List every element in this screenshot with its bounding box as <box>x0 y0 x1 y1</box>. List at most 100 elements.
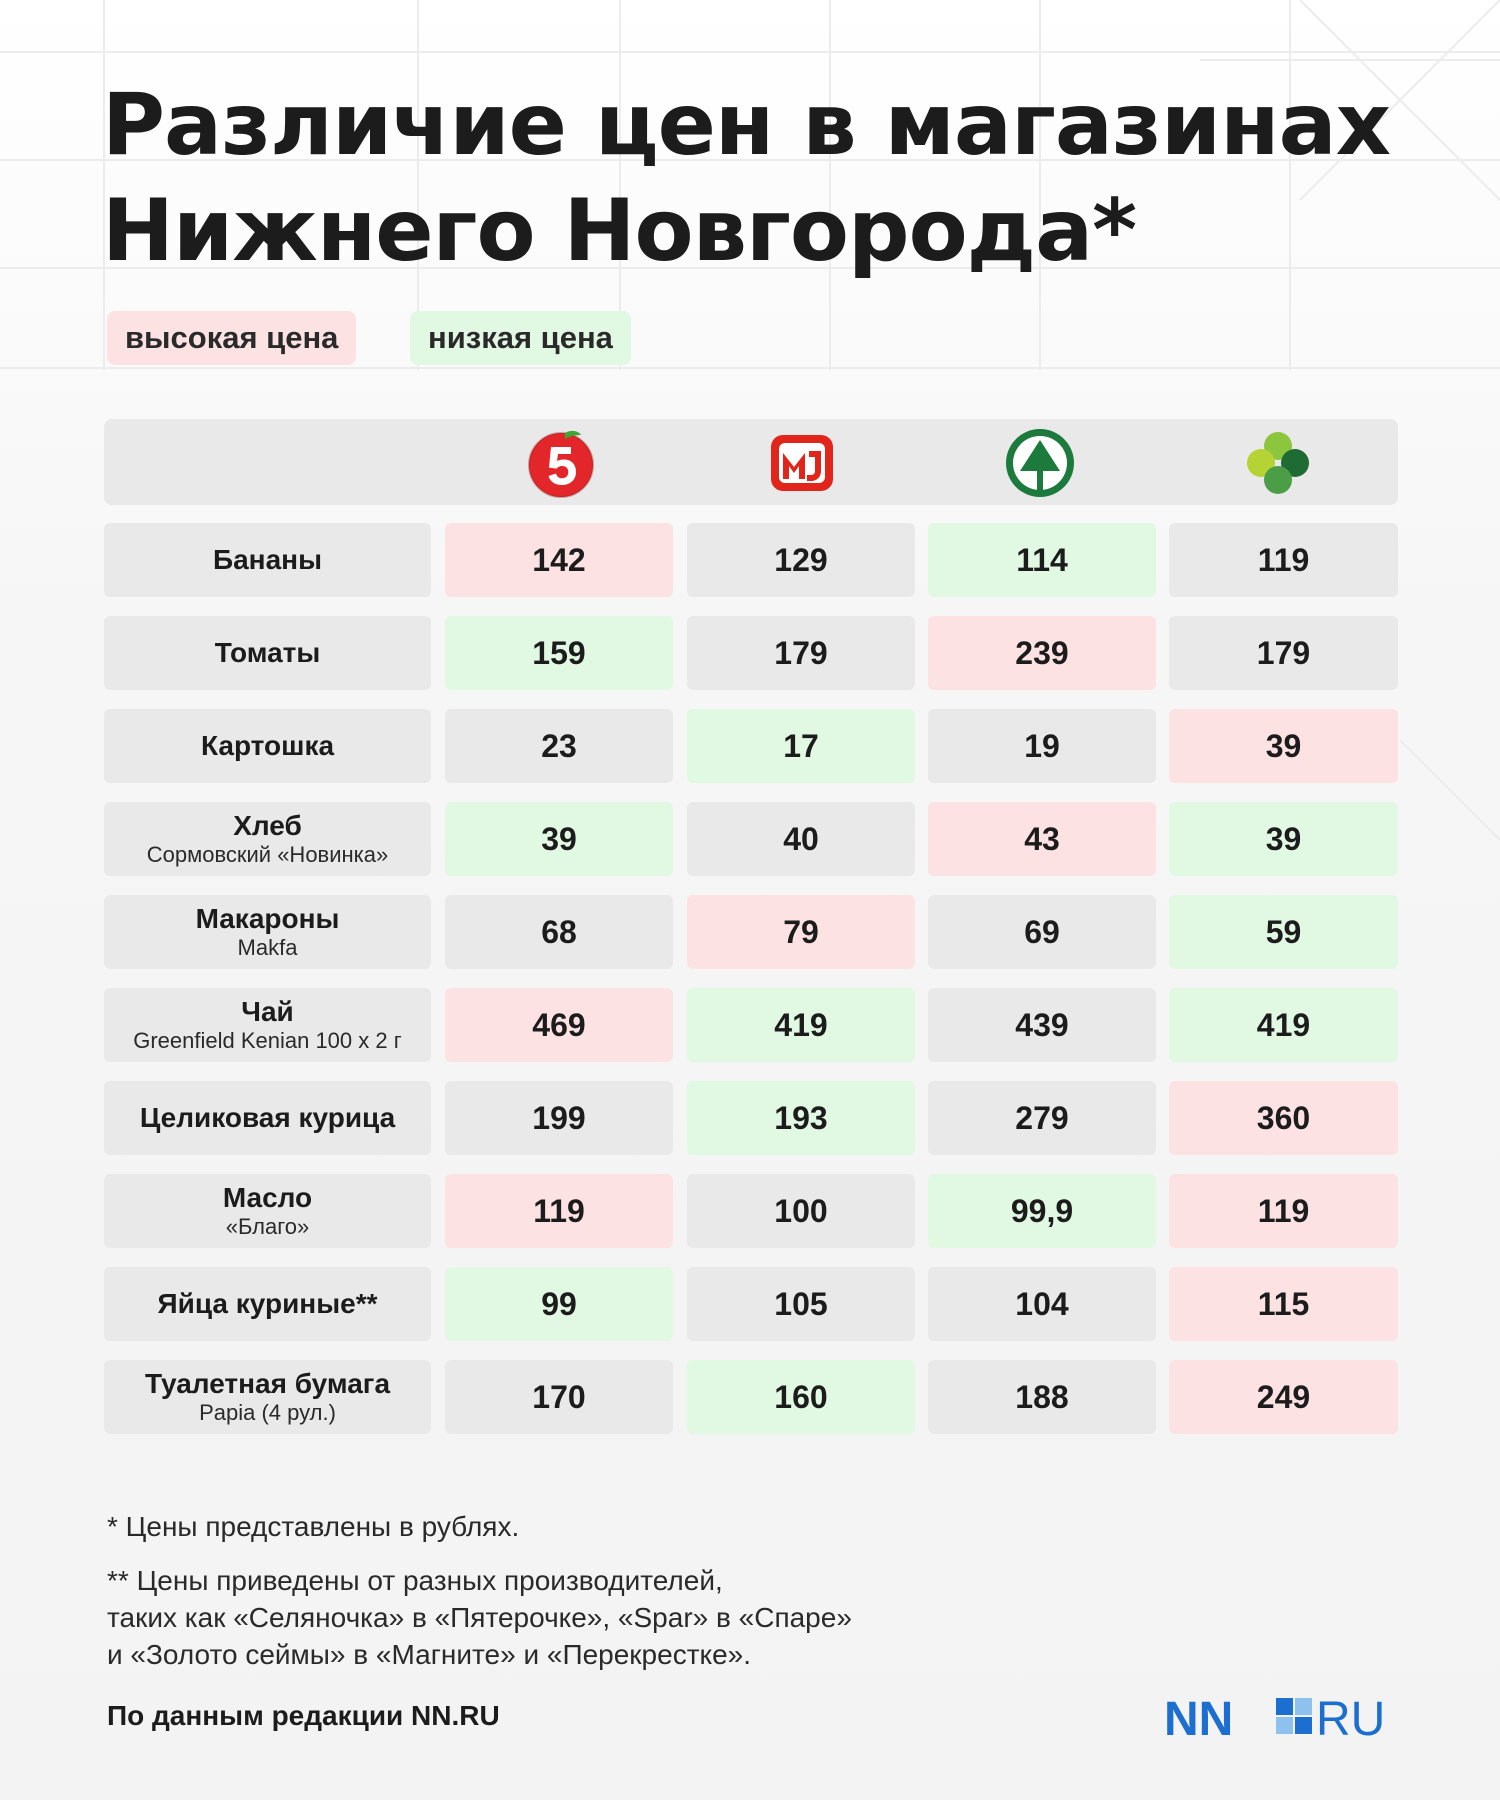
price-cell-perekrestok: 419 <box>1169 988 1398 1062</box>
nn-ru-logo-ru: RU <box>1316 1694 1385 1740</box>
table-row: Туалетная бумага Papia (4 рул.) 170 160 … <box>104 1360 1398 1434</box>
price-value: 79 <box>783 913 819 950</box>
nn-ru-logo: NN RU <box>1164 1694 1385 1740</box>
product-name: Картошка <box>200 730 335 761</box>
price-value: 39 <box>1265 820 1302 857</box>
price-cell-magnit: 79 <box>687 895 915 969</box>
table-row: Чай Greenfield Kenian 100 х 2 г 469 419 … <box>104 988 1398 1062</box>
product-name-cell: Чай Greenfield Kenian 100 х 2 г <box>104 988 431 1062</box>
price-value: 119 <box>533 1192 585 1229</box>
product-name-cell: Макароны Makfa <box>104 895 431 969</box>
table-row: Бананы 142 129 114 119 <box>104 523 1398 597</box>
price-value: 249 <box>1256 1378 1311 1415</box>
price-value: 142 <box>532 541 586 578</box>
price-cell-spar: 104 <box>928 1267 1156 1341</box>
price-value: 23 <box>541 727 577 764</box>
price-cell-perekrestok: 115 <box>1169 1267 1398 1341</box>
product-name: Бананы <box>212 544 322 575</box>
price-value: 419 <box>774 1006 828 1043</box>
product-name-cell: Яйца куриные** <box>104 1267 431 1341</box>
price-cell-magnit: 100 <box>687 1174 915 1248</box>
spar-logo-icon <box>1006 429 1074 497</box>
price-cell-perekrestok: 119 <box>1169 1174 1398 1248</box>
price-value: 419 <box>1256 1006 1311 1043</box>
price-value: 239 <box>1015 634 1069 671</box>
price-value: 129 <box>774 541 828 578</box>
source-credit: По данным редакции NN.RU <box>107 1700 500 1731</box>
price-value: 17 <box>783 727 819 764</box>
table-header-bar <box>104 419 1398 505</box>
table-row: Целиковая курица 199 193 279 360 <box>104 1081 1398 1155</box>
price-cell-magnit: 193 <box>687 1081 915 1155</box>
price-cell-magnit: 17 <box>687 709 915 783</box>
nn-ru-logo-square-icon <box>1276 1698 1312 1734</box>
price-value: 114 <box>1016 541 1068 578</box>
price-value: 40 <box>783 820 819 857</box>
product-name: Хлеб <box>233 810 302 841</box>
price-cell-spar: 188 <box>928 1360 1156 1434</box>
title-line-1: Различие цен в магазинах <box>102 75 1391 175</box>
product-name-cell: Хлеб Сормовский «Новинка» <box>104 802 431 876</box>
price-value: 279 <box>1015 1099 1069 1136</box>
price-cell-pyaterochka: 159 <box>445 616 673 690</box>
product-name: Целиковая курица <box>139 1102 396 1133</box>
perekrestok-logo-icon <box>1247 432 1309 494</box>
legend-high-price: высокая цена <box>107 311 357 365</box>
product-subtitle: Papia (4 рул.) <box>199 1400 336 1425</box>
price-value: 115 <box>1257 1285 1310 1322</box>
footnote-currency: * Цены представлены в рублях. <box>107 1511 520 1542</box>
price-cell-magnit: 40 <box>687 802 915 876</box>
title-line-2: Нижнего Новгорода* <box>102 181 1137 281</box>
table-row: Масло «Благо» 119 100 99,9 119 <box>104 1174 1398 1248</box>
product-name: Туалетная бумага <box>144 1368 391 1399</box>
price-value: 100 <box>774 1192 828 1229</box>
price-cell-pyaterochka: 119 <box>445 1174 673 1248</box>
price-cell-magnit: 179 <box>687 616 915 690</box>
price-cell-perekrestok: 179 <box>1169 616 1398 690</box>
price-value: 43 <box>1024 820 1060 857</box>
price-value: 179 <box>1256 634 1311 671</box>
price-cell-pyaterochka: 469 <box>445 988 673 1062</box>
price-cell-magnit: 160 <box>687 1360 915 1434</box>
price-value: 59 <box>1265 913 1302 950</box>
product-subtitle: «Благо» <box>225 1214 310 1239</box>
price-value: 188 <box>1015 1378 1069 1415</box>
price-value: 105 <box>774 1285 828 1322</box>
magnit-logo-icon <box>771 435 833 491</box>
price-cell-spar: 99,9 <box>928 1174 1156 1248</box>
price-cell-perekrestok: 59 <box>1169 895 1398 969</box>
price-value: 159 <box>532 634 586 671</box>
pyaterochka-logo-icon <box>528 430 594 498</box>
price-value: 104 <box>1015 1285 1069 1322</box>
price-cell-spar: 239 <box>928 616 1156 690</box>
table-row: Яйца куриные** 99 105 104 115 <box>104 1267 1398 1341</box>
product-name-cell: Бананы <box>104 523 431 597</box>
price-cell-pyaterochka: 199 <box>445 1081 673 1155</box>
footnote-producers-line-1: ** Цены приведены от разных производител… <box>107 1565 723 1596</box>
product-name: Макароны <box>195 903 340 934</box>
product-subtitle: Greenfield Kenian 100 х 2 г <box>133 1028 402 1053</box>
product-name-cell: Томаты <box>104 616 431 690</box>
price-value: 99 <box>541 1285 577 1322</box>
product-subtitle: Сормовский «Новинка» <box>146 842 389 867</box>
price-cell-perekrestok: 119 <box>1169 523 1398 597</box>
price-value: 69 <box>1024 913 1060 950</box>
price-value: 68 <box>541 913 577 950</box>
price-cell-pyaterochka: 23 <box>445 709 673 783</box>
price-value: 39 <box>541 820 577 857</box>
price-value: 160 <box>774 1378 828 1415</box>
price-cell-spar: 114 <box>928 523 1156 597</box>
product-name: Томаты <box>214 637 321 668</box>
product-name: Яйца куриные** <box>157 1288 378 1319</box>
price-value: 360 <box>1256 1099 1311 1136</box>
product-name-cell: Масло «Благо» <box>104 1174 431 1248</box>
price-cell-spar: 19 <box>928 709 1156 783</box>
price-cell-pyaterochka: 68 <box>445 895 673 969</box>
price-value: 179 <box>774 634 828 671</box>
price-value: 170 <box>532 1378 586 1415</box>
product-name: Чай <box>241 996 294 1027</box>
price-value: 39 <box>1265 727 1302 764</box>
product-name: Масло <box>222 1182 313 1213</box>
price-cell-perekrestok: 39 <box>1169 802 1398 876</box>
